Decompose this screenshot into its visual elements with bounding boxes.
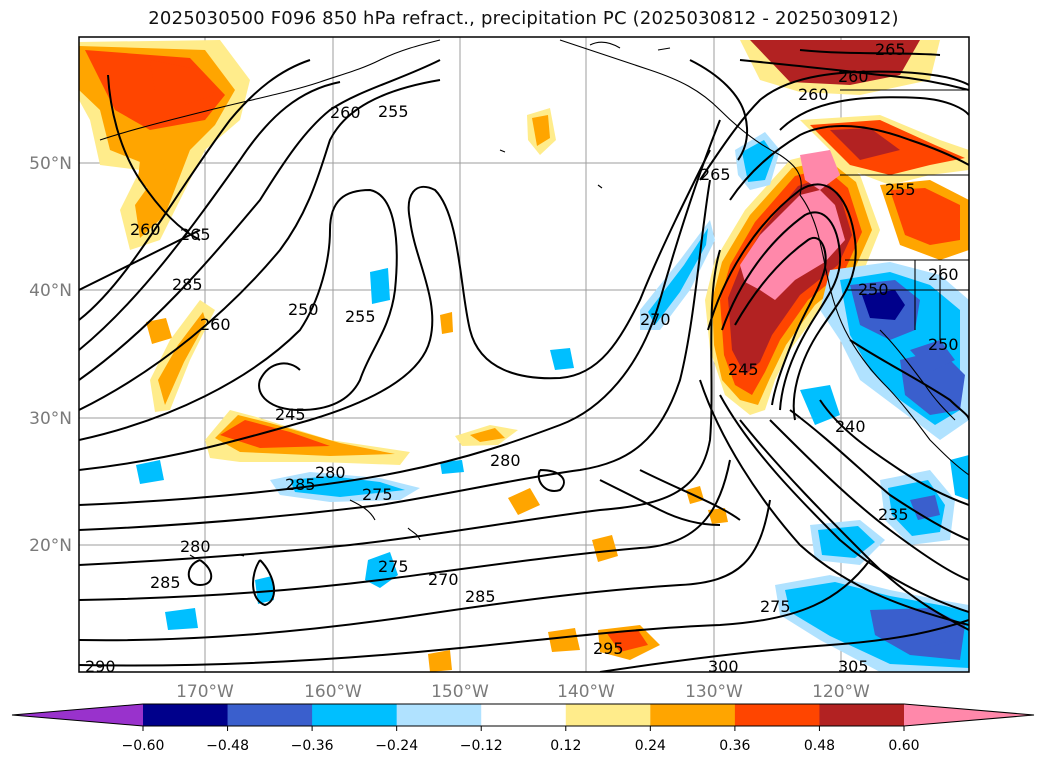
colorbar-tick-label: −0.24 [375, 738, 418, 754]
contour-label: 260 [200, 315, 231, 334]
colorbar-segment [734, 704, 820, 726]
contour-label: 265 [700, 165, 731, 184]
contour-label: 295 [593, 639, 624, 658]
contour-label: 270 [640, 310, 671, 329]
contour-label: 260 [928, 265, 959, 284]
map-border [78, 36, 970, 673]
contour-label: 280 [180, 537, 211, 556]
colorbar-segment [312, 704, 398, 726]
contour-label: 280 [315, 463, 346, 482]
map-layers: 265 260 260 255 260 265 265 285 250 255 … [79, 37, 969, 676]
lon-label: 150°W [431, 682, 489, 702]
colorbar: −0.60 −0.48 −0.36 −0.24 −0.12 0.12 0.24 0.36 0.4… [11, 703, 1035, 754]
lat-label: 40°N [29, 281, 72, 301]
contour-label: 240 [835, 417, 866, 436]
lat-label: 50°N [29, 154, 72, 174]
pc-shading [79, 40, 969, 672]
contour-label: 285 [285, 475, 316, 494]
coastlines [99, 39, 969, 559]
contour-label: 250 [288, 300, 319, 319]
contour-label: 275 [378, 557, 409, 576]
contour-label: 250 [928, 335, 959, 354]
contour-label: 305 [838, 657, 869, 676]
contour-label: 245 [275, 405, 306, 424]
colorbar-tick-label: 0.48 [804, 738, 835, 754]
lon-label: 140°W [557, 682, 615, 702]
lon-label: 170°W [176, 682, 234, 702]
contour-label: 250 [858, 280, 889, 299]
lat-label: 20°N [29, 536, 72, 556]
contour-label: 235 [878, 505, 909, 524]
contour-label: 285 [150, 573, 181, 592]
colorbar-extend-high [904, 704, 1034, 726]
colorbar-segment [143, 704, 229, 726]
contour-label: 285 [465, 587, 496, 606]
lat-label: 30°N [29, 409, 72, 429]
colorbar-tick-label: −0.12 [460, 738, 503, 754]
contour-labels: 265 260 260 255 260 265 265 285 250 255 … [85, 40, 959, 676]
colorbar-tick-label: −0.48 [206, 738, 249, 754]
contour-label: 260 [330, 103, 361, 122]
contour-label: 260 [130, 220, 161, 239]
colorbar-segment [650, 704, 736, 726]
colorbar-segment [227, 704, 313, 726]
contour-label: 300 [708, 657, 739, 676]
contour-label: 285 [172, 275, 203, 294]
contour-label: 255 [345, 307, 376, 326]
colorbar-tick-label: 0.12 [550, 738, 581, 754]
lon-label: 160°W [304, 682, 362, 702]
colorbar-segment [819, 704, 905, 726]
colorbar-tick-label: 0.36 [719, 738, 750, 754]
map-frame [79, 37, 969, 672]
contour-label: 275 [362, 485, 393, 504]
colorbar-tick-label: 0.24 [635, 738, 666, 754]
colorbar-segment [396, 704, 482, 726]
colorbar-tick-label: −0.36 [291, 738, 334, 754]
latitude-labels: 50°N 40°N 30°N 20°N [29, 154, 72, 556]
contour-label: 265 [180, 225, 211, 244]
contour-label: 260 [798, 85, 829, 104]
contour-label: 265 [875, 40, 906, 59]
colorbar-tick-label: −0.60 [122, 738, 165, 754]
lon-label: 120°W [812, 682, 870, 702]
contour-label: 260 [838, 67, 869, 86]
lon-label: 130°W [685, 682, 743, 702]
chart-title: 2025030500 F096 850 hPa refract., precip… [148, 8, 899, 29]
contour-label: 280 [490, 451, 521, 470]
longitude-labels: 170°W 160°W 150°W 140°W 130°W 120°W [176, 682, 870, 702]
contour-label: 290 [85, 657, 116, 676]
contour-label: 245 [728, 360, 759, 379]
contour-label: 255 [378, 102, 409, 121]
contour-label: 270 [428, 570, 459, 589]
colorbar-extend-low [12, 704, 143, 726]
colorbar-tick-label: 0.60 [888, 738, 919, 754]
colorbar-segment [565, 704, 651, 726]
colorbar-segment [481, 704, 567, 726]
contour-label: 255 [885, 180, 916, 199]
refractivity-contours [79, 49, 969, 672]
contour-label: 275 [760, 597, 791, 616]
